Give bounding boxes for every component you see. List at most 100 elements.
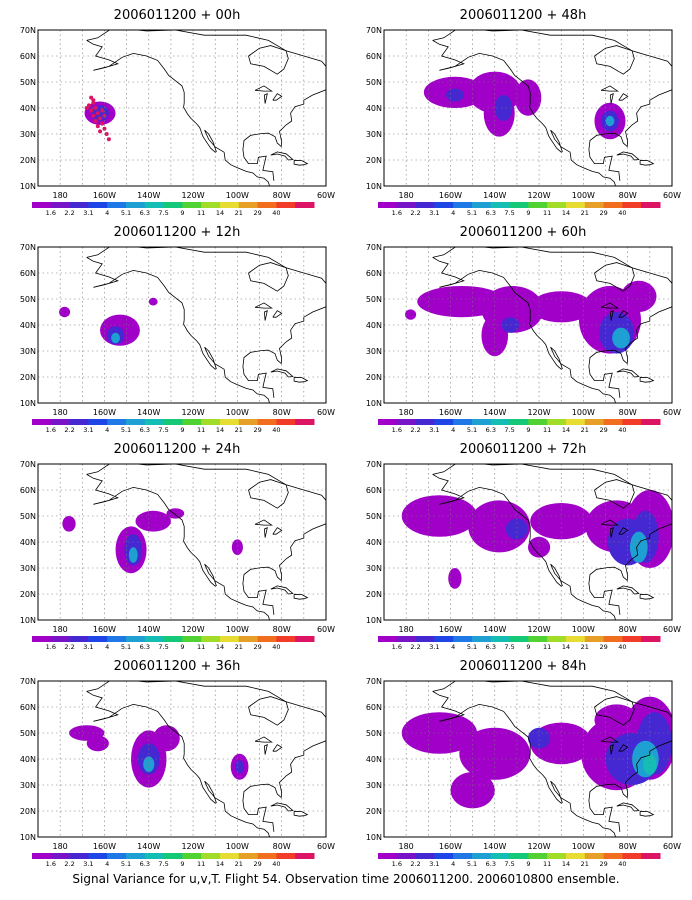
coastline	[594, 479, 635, 509]
colorbar-swatch	[238, 636, 259, 642]
coastline	[432, 464, 672, 615]
colorbar-label: 11	[543, 860, 551, 867]
colorbar-label: 6.3	[140, 643, 150, 650]
colorbar-swatch	[238, 853, 259, 859]
colorbar-swatch	[641, 202, 661, 208]
map-frame	[383, 680, 673, 838]
coastline	[432, 30, 672, 181]
colorbar-label: 11	[197, 426, 205, 433]
signal-contour	[514, 79, 542, 116]
observation-point	[100, 108, 105, 113]
map-panel: 2006011200 + 84h 10N 20N 30N 40N 50N 60N 70N 180…	[358, 655, 688, 867]
colorbar-swatch	[472, 853, 492, 859]
lat-label: 60N	[366, 269, 382, 278]
lon-label: 140W	[137, 625, 160, 634]
lon-label: 140W	[483, 625, 506, 634]
coastline	[616, 802, 640, 812]
lon-label: 60W	[317, 191, 335, 200]
coastline	[254, 302, 274, 309]
lat-label: 10N	[366, 399, 382, 408]
lon-label: 100W	[572, 408, 595, 417]
colorbar-label: 1.6	[392, 209, 402, 216]
colorbar-label: 11	[543, 643, 551, 650]
colorbar-label: 7.5	[158, 860, 168, 867]
colorbar-swatch	[257, 853, 277, 859]
colorbar-swatch	[528, 853, 548, 859]
colorbar-label: 2.2	[410, 860, 420, 867]
colorbar-label: 40	[272, 209, 280, 216]
signal-contour	[505, 518, 528, 540]
colorbar-swatch	[182, 202, 202, 208]
colorbar-swatch	[126, 636, 146, 642]
coastline	[609, 310, 614, 321]
coastline	[594, 696, 635, 726]
colorbar-swatch	[490, 419, 511, 425]
map-svg: 10N 20N 30N 40N 50N 60N 70N 180 160W 140W 120W 100W…	[20, 460, 335, 650]
signal-contour	[153, 725, 180, 752]
colorbar-label: 7.5	[504, 643, 514, 650]
lon-label: 60W	[317, 842, 335, 851]
colorbar-label: 1.6	[392, 643, 402, 650]
map-frame	[383, 246, 673, 404]
colorbar-label: 11	[543, 426, 551, 433]
colorbar-label: 4	[451, 643, 455, 650]
observation-point	[93, 106, 98, 110]
colorbar-label: 5.1	[121, 209, 131, 216]
lat-label: 10N	[366, 182, 382, 191]
lat-label: 40N	[366, 104, 382, 113]
colorbar-swatch	[509, 853, 529, 859]
lon-label: 180	[399, 842, 414, 851]
lon-label: 140W	[137, 408, 160, 417]
coastline	[86, 474, 270, 620]
lon-label: 120W	[181, 408, 204, 417]
lon-label: 120W	[527, 191, 550, 200]
colorbar-label: 21	[581, 643, 589, 650]
observation-point	[98, 129, 103, 134]
map-frame	[37, 29, 327, 187]
signal-contour	[143, 756, 155, 772]
colorbar-swatch	[472, 636, 492, 642]
coastline	[254, 85, 274, 92]
lon-label: 120W	[181, 625, 204, 634]
map-plot-area	[384, 30, 672, 186]
observation-point	[84, 106, 89, 110]
lon-label: 140W	[137, 842, 160, 851]
colorbar-swatch	[622, 853, 642, 859]
coastline	[86, 681, 326, 832]
colorbar-label: 11	[197, 209, 205, 216]
colorbar-swatch	[378, 419, 398, 425]
lat-label: 70N	[366, 677, 382, 686]
colorbar-swatch	[566, 853, 586, 859]
colorbar-label: 14	[562, 209, 570, 216]
map-panel: 2006011200 + 36h 10N 20N 30N 40N 50N 60N 70N 180…	[12, 655, 342, 867]
colorbar-swatch	[378, 202, 398, 208]
colorbar-swatch	[144, 636, 165, 642]
colorbar-swatch	[163, 636, 183, 642]
colorbar-label: 14	[216, 426, 224, 433]
colorbar-label: 21	[235, 209, 243, 216]
lat-label: 20N	[20, 590, 36, 599]
lat-label: 50N	[20, 512, 36, 521]
colorbar-label: 11	[197, 643, 205, 650]
lat-label: 20N	[366, 807, 382, 816]
lat-label: 10N	[366, 833, 382, 842]
coastline	[639, 593, 655, 600]
map-frame	[37, 246, 327, 404]
lon-label: 80W	[619, 842, 637, 851]
colorbar-swatch	[528, 636, 548, 642]
colorbar-label: 14	[562, 643, 570, 650]
colorbar-swatch	[107, 636, 127, 642]
lon-label: 160W	[93, 625, 116, 634]
coastline	[86, 691, 270, 837]
signal-contour	[468, 500, 531, 553]
lat-label: 20N	[366, 590, 382, 599]
colorbar-label: 29	[599, 643, 607, 650]
lat-label: 10N	[20, 616, 36, 625]
colorbar-label: 29	[599, 209, 607, 216]
colorbar-swatch	[547, 419, 567, 425]
lon-label: 180	[399, 191, 414, 200]
lon-label: 180	[53, 625, 68, 634]
observation-point	[98, 116, 103, 121]
signal-contour	[86, 735, 109, 752]
coastline	[272, 93, 283, 101]
